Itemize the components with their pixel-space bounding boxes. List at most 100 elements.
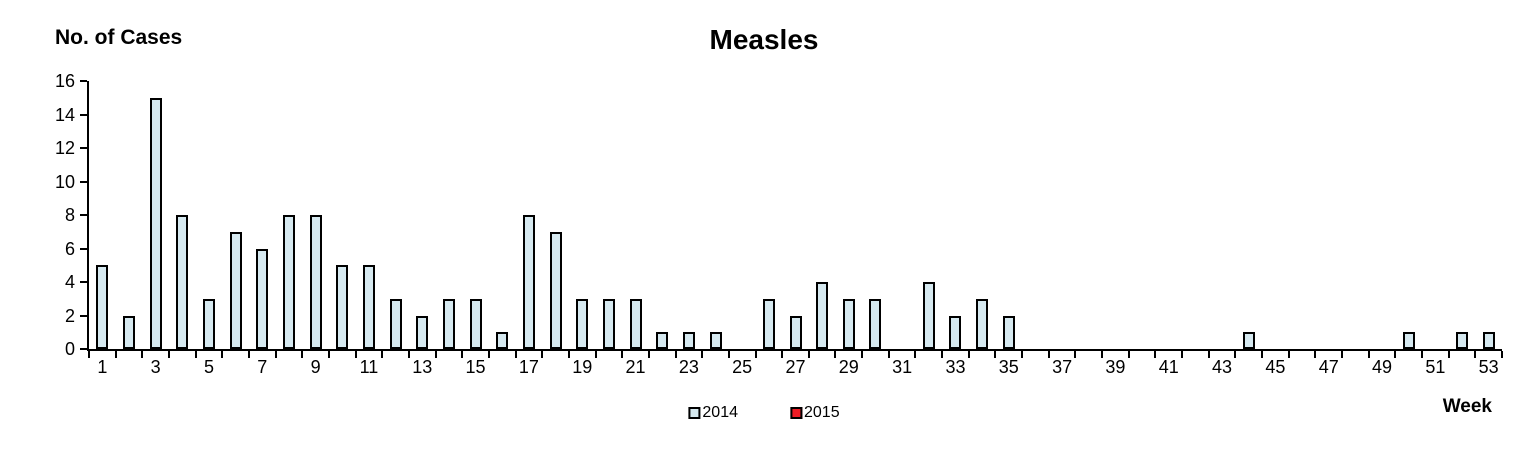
x-tick-label: 31 bbox=[892, 357, 913, 377]
x-tick bbox=[1341, 351, 1344, 358]
x-tick-label: 35 bbox=[998, 357, 1019, 377]
x-tick-label: 33 bbox=[945, 357, 966, 377]
x-tick bbox=[1421, 351, 1424, 358]
x-tick-label: 11 bbox=[359, 357, 379, 377]
y-tick-label: 8 bbox=[64, 205, 75, 225]
y-tick bbox=[80, 348, 87, 350]
bar-2014-week-32 bbox=[922, 282, 935, 349]
x-tick bbox=[1261, 351, 1264, 358]
x-tick-label: 29 bbox=[838, 357, 859, 377]
x-tick bbox=[834, 351, 837, 358]
bar-2014-week-10 bbox=[336, 265, 349, 349]
x-tick-label: 49 bbox=[1372, 357, 1393, 377]
x-tick bbox=[354, 351, 357, 358]
bar-2014-week-34 bbox=[976, 298, 989, 349]
x-tick bbox=[887, 351, 890, 358]
x-tick-label: 23 bbox=[678, 357, 699, 377]
bar-2014-week-8 bbox=[282, 215, 295, 349]
bar-2014-week-4 bbox=[176, 215, 189, 349]
bar-2014-week-33 bbox=[949, 315, 962, 349]
y-tick bbox=[80, 281, 87, 283]
x-tick bbox=[967, 351, 970, 358]
legend-label: 2015 bbox=[804, 404, 840, 421]
y-tick-label: 14 bbox=[54, 104, 75, 125]
bar-2014-week-20 bbox=[602, 298, 615, 349]
bar-2014-week-22 bbox=[656, 332, 669, 349]
x-tick bbox=[1474, 351, 1477, 358]
bar-2014-week-23 bbox=[682, 332, 695, 349]
x-tick bbox=[1021, 351, 1024, 358]
bar-2014-week-11 bbox=[362, 265, 375, 349]
x-tick bbox=[567, 351, 570, 358]
bar-2014-week-12 bbox=[389, 298, 402, 349]
bar-2014-week-27 bbox=[789, 315, 802, 349]
x-tick-label: 1 bbox=[97, 357, 108, 377]
legend: 2014 2015 bbox=[688, 404, 840, 422]
x-tick bbox=[487, 351, 490, 358]
bar-2014-week-29 bbox=[842, 298, 855, 349]
x-tick bbox=[1501, 351, 1503, 358]
x-tick bbox=[701, 351, 704, 358]
bar-2014-week-3 bbox=[149, 97, 162, 349]
x-tick bbox=[647, 351, 650, 358]
x-tick bbox=[994, 351, 997, 358]
bar-2014-week-5 bbox=[202, 298, 215, 349]
x-tick bbox=[514, 351, 517, 358]
legend-swatch-2015 bbox=[790, 407, 802, 419]
legend-label: 2014 bbox=[702, 404, 738, 421]
x-tick-label: 7 bbox=[257, 357, 268, 377]
y-tick bbox=[80, 314, 87, 317]
bar-2014-week-19 bbox=[576, 298, 589, 349]
x-tick bbox=[1154, 351, 1157, 358]
bar-2014-week-24 bbox=[709, 332, 722, 349]
y-tick bbox=[80, 147, 87, 149]
x-tick bbox=[1047, 351, 1050, 358]
x-tick bbox=[407, 351, 410, 358]
x-tick bbox=[621, 351, 624, 358]
x-tick bbox=[381, 351, 384, 358]
bar-2014-week-2 bbox=[122, 315, 135, 349]
y-tick bbox=[80, 180, 87, 183]
x-tick bbox=[754, 351, 757, 358]
bar-2014-week-52 bbox=[1456, 332, 1468, 349]
x-tick-label: 41 bbox=[1158, 357, 1179, 377]
x-tick-label: 27 bbox=[785, 357, 806, 377]
x-tick-label: 53 bbox=[1478, 357, 1499, 377]
bar-2014-week-14 bbox=[442, 298, 455, 349]
bar-2014-week-9 bbox=[309, 215, 322, 349]
y-tick-label: 0 bbox=[64, 339, 75, 359]
legend-item-2014: 2014 bbox=[688, 404, 738, 422]
x-tick-label: 51 bbox=[1425, 357, 1446, 377]
x-tick bbox=[1101, 351, 1104, 358]
x-tick bbox=[807, 351, 810, 358]
chart-title: Measles bbox=[709, 24, 819, 55]
x-tick-label: 5 bbox=[203, 357, 214, 377]
x-tick bbox=[141, 351, 144, 358]
bar-2014-week-16 bbox=[496, 332, 509, 349]
x-tick bbox=[1447, 351, 1450, 358]
x-tick bbox=[1074, 351, 1077, 358]
x-tick bbox=[914, 351, 917, 358]
x-tick-label: 45 bbox=[1265, 357, 1286, 377]
bar-2014-week-15 bbox=[469, 298, 482, 349]
x-tick bbox=[727, 351, 730, 358]
x-tick bbox=[1287, 351, 1290, 358]
x-tick-label: 47 bbox=[1318, 357, 1339, 377]
x-tick bbox=[1367, 351, 1370, 358]
y-tick bbox=[80, 113, 87, 116]
legend-item-2015: 2015 bbox=[790, 404, 840, 422]
x-axis-title: Week bbox=[1442, 396, 1492, 417]
x-tick bbox=[941, 351, 944, 358]
x-tick bbox=[434, 351, 437, 358]
legend-swatch-2014 bbox=[688, 407, 701, 419]
x-tick bbox=[247, 351, 250, 358]
y-tick-label: 6 bbox=[64, 238, 75, 259]
y-tick-label: 4 bbox=[64, 272, 75, 292]
x-tick bbox=[1314, 351, 1317, 358]
x-tick-label: 21 bbox=[625, 357, 646, 377]
x-tick bbox=[1234, 351, 1237, 358]
x-tick bbox=[1127, 351, 1130, 358]
y-tick bbox=[80, 247, 87, 250]
bar-2014-week-53 bbox=[1482, 332, 1495, 349]
